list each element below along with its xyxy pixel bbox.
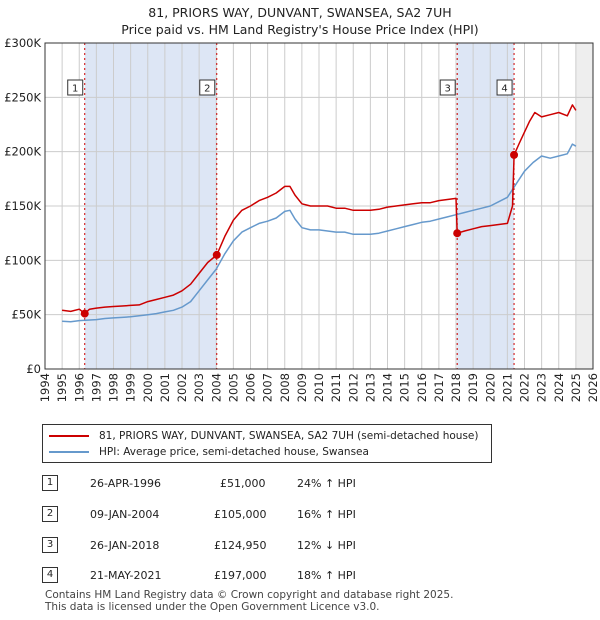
sale-marker-box: [496, 79, 513, 96]
transaction-hpi: 18% ↑ HPI: [297, 569, 356, 582]
transaction-hpi: 12% ↓ HPI: [297, 539, 356, 552]
plot-frame: [44, 42, 594, 370]
footer-copyright: Contains HM Land Registry data © Crown c…: [45, 589, 454, 601]
sale-marker-label: 3: [445, 84, 451, 95]
x-tick-label: 2008: [278, 373, 292, 402]
y-tick-label: £50K: [12, 308, 42, 322]
y-tick-label: £100K: [4, 253, 41, 267]
transaction-number: 4: [42, 567, 58, 583]
legend-label-property: 81, PRIORS WAY, DUNVANT, SWANSEA, SA2 7U…: [99, 430, 479, 442]
x-tick-label: 2026: [586, 373, 600, 402]
x-tick-label: 2010: [312, 373, 326, 402]
transaction-hpi: 16% ↑ HPI: [297, 508, 356, 521]
x-tick-label: 1996: [72, 373, 86, 402]
x-tick-label: 2022: [518, 373, 532, 402]
sale-point: [80, 309, 89, 318]
x-tick-label: 2006: [244, 373, 258, 402]
price-chart: 1 2 3 4 £0 £50K £100K £150K £200K £250K £300K 1994…: [4, 36, 600, 402]
x-tick-label: 2023: [535, 373, 549, 402]
chart-subtitle: Price paid vs. HM Land Registry's House …: [121, 22, 479, 37]
transaction-date: 26-APR-1996: [90, 477, 162, 490]
transaction-number: 2: [42, 506, 58, 522]
x-tick-label: 2021: [500, 373, 514, 402]
y-tick-label: £300K: [4, 36, 41, 50]
x-tick-label: 2019: [466, 373, 480, 402]
transaction-number: 1: [42, 475, 58, 491]
x-tick-label: 2004: [209, 373, 223, 402]
sale-marker-label: 4: [501, 84, 507, 95]
transaction-row: 1 26-APR-1996 £51,000 24% ↑ HPI: [42, 475, 562, 493]
transaction-row: 3 26-JAN-2018 £124,950 12% ↓ HPI: [42, 537, 562, 555]
transaction-price: £124,950: [214, 539, 267, 552]
sale-marker-label: 1: [72, 84, 78, 95]
sale-point: [510, 150, 519, 159]
legend-swatch-property: [49, 435, 89, 437]
x-tick-label: 2007: [261, 373, 275, 402]
legend-swatch-hpi: [49, 451, 89, 453]
x-tick-label: 2018: [449, 373, 463, 402]
transaction-row: 4 21-MAY-2021 £197,000 18% ↑ HPI: [42, 567, 562, 585]
x-tick-label: 2024: [552, 373, 566, 402]
x-tick-label: 1998: [107, 373, 121, 402]
x-tick-label: 2002: [175, 373, 189, 402]
y-tick-label: £0: [26, 362, 41, 376]
x-tick-label: 2005: [226, 373, 240, 402]
x-tick-label: 1994: [38, 373, 52, 402]
transaction-hpi: 24% ↑ HPI: [297, 477, 356, 490]
x-tick-label: 2003: [192, 373, 206, 402]
transaction-date: 21-MAY-2021: [90, 569, 162, 582]
x-tick-label: 1995: [55, 373, 69, 402]
y-tick-label: £200K: [4, 145, 41, 159]
footer-license: This data is licensed under the Open Gov…: [45, 601, 380, 613]
x-tick-label: 2025: [569, 373, 583, 402]
sale-marker-box: [67, 79, 84, 96]
legend-label-hpi: HPI: Average price, semi-detached house,…: [99, 446, 369, 458]
sale-marker-box: [439, 79, 456, 96]
sale-marker-label: 2: [204, 84, 210, 95]
sale-marker-box: [199, 79, 216, 96]
y-tick-label: £150K: [4, 199, 41, 213]
property-price-line: [62, 104, 577, 315]
x-tick-label: 2013: [363, 373, 377, 402]
x-tick-label: 2020: [483, 373, 497, 402]
y-tick-label: £250K: [4, 90, 41, 104]
x-tick-label: 2014: [381, 373, 395, 402]
legend-item-property: 81, PRIORS WAY, DUNVANT, SWANSEA, SA2 7U…: [49, 428, 478, 444]
transaction-price: £197,000: [214, 569, 267, 582]
x-tick-label: 1999: [124, 373, 138, 402]
sale-point: [212, 250, 221, 259]
x-tick-label: 2012: [346, 373, 360, 402]
transaction-number: 3: [42, 537, 58, 553]
x-tick-label: 2001: [158, 373, 172, 402]
hpi-line: [62, 143, 577, 323]
transaction-row: 2 09-JAN-2004 £105,000 16% ↑ HPI: [42, 506, 562, 524]
chart-title: 81, PRIORS WAY, DUNVANT, SWANSEA, SA2 7U…: [148, 5, 452, 20]
legend-item-hpi: HPI: Average price, semi-detached house,…: [49, 444, 369, 460]
x-tick-label: 2009: [295, 373, 309, 402]
x-tick-label: 2017: [432, 373, 446, 402]
x-tick-label: 2011: [329, 373, 343, 402]
x-tick-label: 1997: [89, 373, 103, 402]
x-tick-label: 2016: [415, 373, 429, 402]
transaction-date: 09-JAN-2004: [90, 508, 160, 521]
transaction-price: £105,000: [214, 508, 267, 521]
transaction-price: £51,000: [220, 477, 266, 490]
x-tick-label: 2000: [141, 373, 155, 402]
transaction-date: 26-JAN-2018: [90, 539, 160, 552]
x-tick-label: 2015: [398, 373, 412, 402]
chart-legend: 81, PRIORS WAY, DUNVANT, SWANSEA, SA2 7U…: [42, 424, 492, 463]
sale-point: [453, 229, 462, 238]
